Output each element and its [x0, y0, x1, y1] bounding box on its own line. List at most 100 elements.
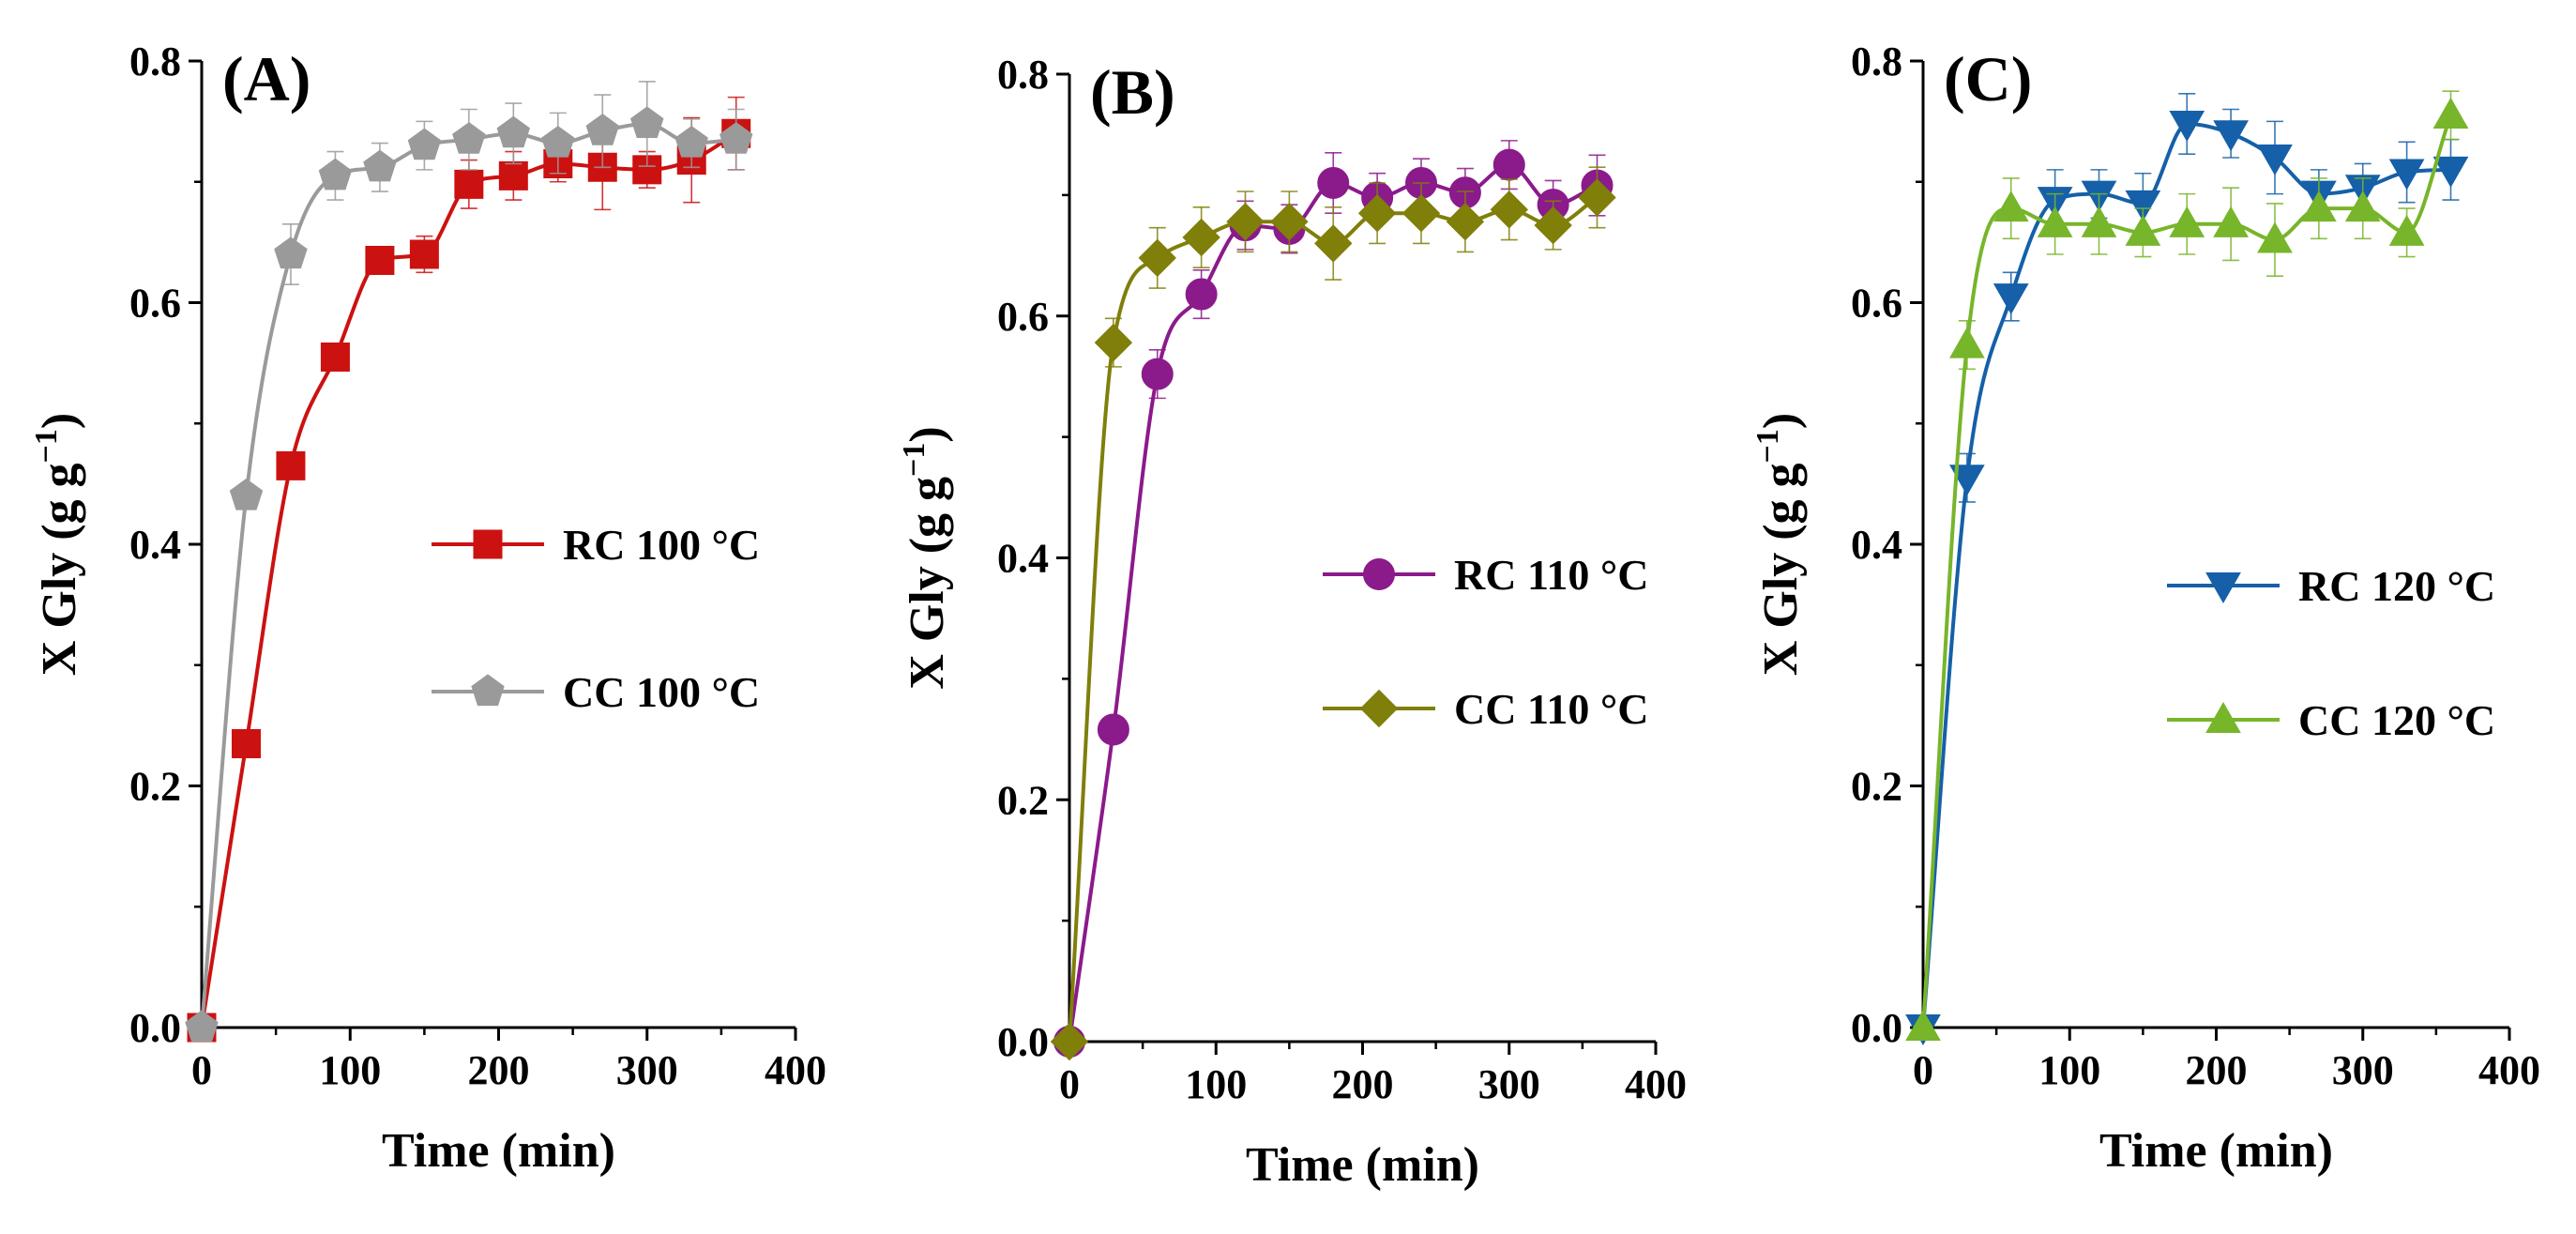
data-point	[2125, 190, 2161, 221]
data-point	[1182, 218, 1220, 257]
data-point	[452, 122, 486, 154]
y-tick-label: 0.2	[1851, 764, 1902, 810]
data-point	[720, 122, 753, 154]
y-tick-label: 0.2	[997, 777, 1049, 823]
y-tick-label: 0.8	[1851, 38, 1902, 84]
data-point	[454, 169, 484, 199]
y-tick-label: 0.8	[997, 52, 1049, 98]
data-point	[1226, 203, 1265, 241]
x-tick-label: 100	[319, 1047, 381, 1093]
x-tick-label: 300	[1478, 1061, 1540, 1107]
y-axis-title-superscript: −1	[897, 443, 932, 477]
legend-marker	[2205, 701, 2241, 733]
chart-panel-3: 0 100 200 300 400 0.0 0.2 0.4 0.6 0.8 Time (min) X …	[1750, 38, 2540, 1178]
legend-marker	[1359, 689, 1399, 728]
data-point	[231, 728, 261, 758]
legend-label: CC 100 °C	[563, 668, 760, 716]
data-point	[2081, 206, 2117, 237]
y-tick-label: 0.0	[129, 1005, 181, 1051]
legend-label: RC 120 °C	[2298, 562, 2495, 610]
data-point	[541, 125, 575, 158]
series-cc: CC 100 °C	[185, 81, 760, 1043]
data-point	[274, 236, 308, 269]
legend-marker	[473, 529, 503, 559]
x-tick-label: 300	[616, 1047, 678, 1093]
y-tick-label: 0.2	[129, 764, 181, 810]
legend-label: RC 100 °C	[563, 521, 760, 569]
data-point	[1097, 713, 1129, 746]
chart-panel-2: 0 100 200 300 400 0.0 0.2 0.4 0.6 0.8 Time (min) X …	[897, 52, 1687, 1192]
y-tick-label: 0.4	[997, 536, 1049, 582]
data-point	[2169, 206, 2205, 237]
data-point	[1493, 148, 1525, 181]
data-point	[320, 342, 350, 372]
data-point	[2037, 206, 2073, 237]
data-point	[185, 1010, 219, 1043]
x-tick-label: 400	[765, 1047, 826, 1093]
data-point	[1094, 323, 1133, 362]
data-point	[1905, 1009, 1941, 1041]
data-point	[2257, 145, 2293, 176]
x-tick-label: 300	[2332, 1047, 2394, 1093]
data-point	[1185, 278, 1218, 311]
series-cc: CC 120 °C	[1905, 90, 2495, 1041]
y-axis-title-tail: )	[1754, 413, 1808, 429]
data-point	[496, 115, 530, 148]
series-line	[1068, 195, 1599, 1043]
data-point	[2388, 159, 2425, 190]
x-tick-label: 200	[1332, 1061, 1394, 1107]
data-point	[1993, 283, 2029, 315]
data-point	[1141, 358, 1174, 390]
data-point	[1578, 178, 1616, 217]
data-point	[1949, 465, 1985, 496]
data-point	[1314, 224, 1353, 263]
y-tick-label: 0.6	[997, 294, 1049, 340]
x-tick-label: 200	[468, 1047, 530, 1093]
data-point	[1446, 203, 1485, 241]
data-point	[498, 160, 528, 190]
y-axis-title-superscript: −1	[29, 429, 64, 463]
data-point	[630, 106, 664, 138]
legend-marker	[1363, 558, 1395, 590]
data-point	[1357, 193, 1397, 233]
x-axis-title: Time (min)	[382, 1124, 615, 1178]
data-point	[1050, 1022, 1089, 1061]
data-point	[318, 158, 353, 190]
data-point	[409, 239, 439, 269]
panel-label: (A)	[222, 43, 311, 114]
y-tick-label: 0.8	[129, 38, 181, 84]
legend-label: RC 110 °C	[1454, 551, 1649, 599]
x-tick-label: 200	[2186, 1047, 2248, 1093]
data-point	[1317, 166, 1350, 199]
data-point	[674, 125, 708, 158]
data-point	[585, 114, 619, 145]
data-point	[1534, 206, 1572, 245]
y-tick-label: 0.4	[1851, 522, 1902, 568]
x-tick-label: 100	[2038, 1047, 2100, 1093]
data-point	[1949, 327, 1985, 358]
x-tick-label: 100	[1185, 1061, 1247, 1107]
data-point	[2388, 214, 2425, 246]
y-tick-label: 0.4	[129, 522, 181, 568]
chart-panel-1: 0 100 200 300 400 0.0 0.2 0.4 0.6 0.8 Time (min) X …	[29, 38, 826, 1178]
y-tick-label: 0.6	[1851, 281, 1902, 327]
x-axis-title: Time (min)	[1246, 1138, 1479, 1192]
legend-label: CC 110 °C	[1454, 685, 1649, 733]
series-rc: RC 100 °C	[187, 96, 760, 1043]
data-point	[363, 149, 397, 182]
data-point	[365, 245, 395, 275]
y-tick-label: 0.0	[1851, 1005, 1902, 1051]
data-point	[2344, 190, 2381, 222]
data-point	[2257, 221, 2293, 253]
y-axis-title: X Gly (g g−1)	[897, 426, 954, 689]
series-line	[1068, 162, 1599, 1043]
y-axis-title: X Gly (g g−1)	[1750, 413, 1808, 676]
legend-marker	[2205, 572, 2241, 604]
data-point	[1270, 203, 1309, 241]
data-point	[632, 155, 662, 185]
data-point	[1490, 190, 1528, 229]
data-point	[2125, 214, 2161, 246]
data-point	[229, 478, 264, 510]
data-point	[2301, 190, 2337, 222]
